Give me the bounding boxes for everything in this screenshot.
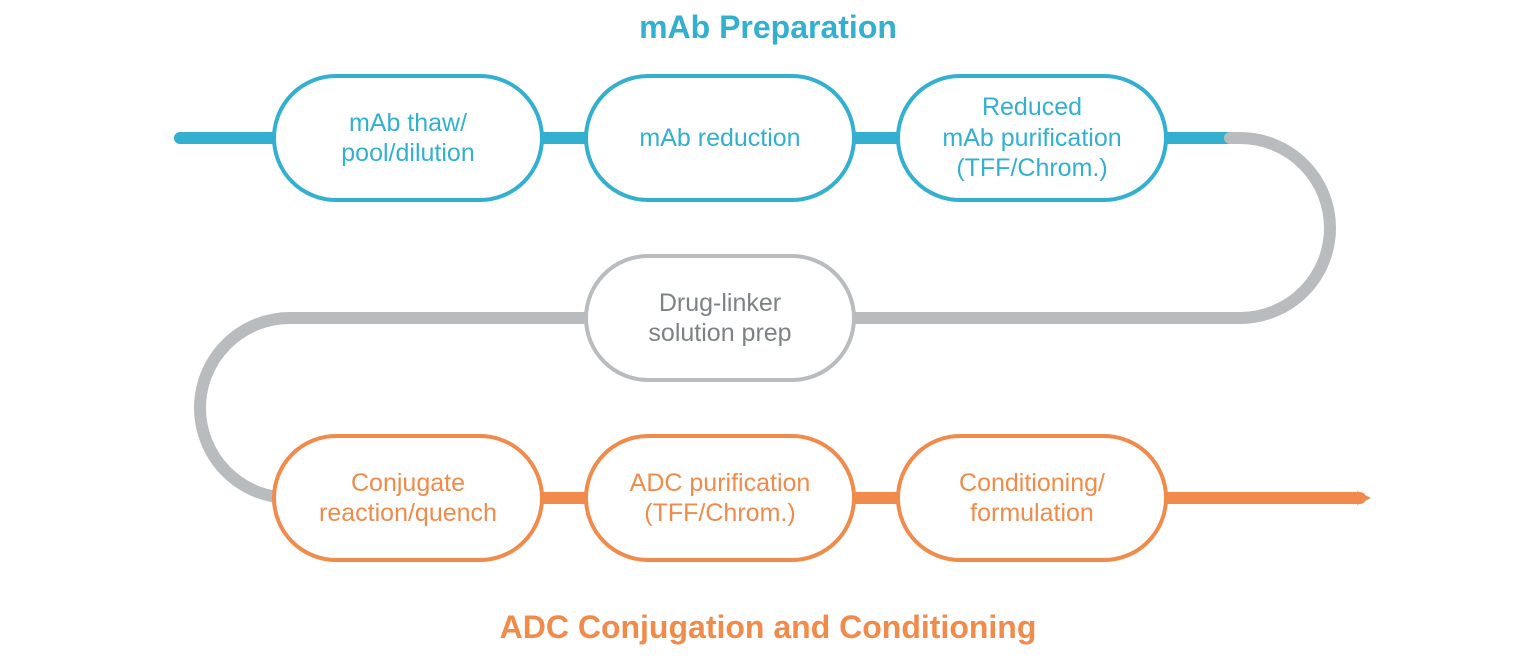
title-adc-conjugation: ADC Conjugation and Conditioning (0, 609, 1536, 646)
node-label-line: Drug-linker (648, 288, 791, 319)
node-label-line: mAb purification (942, 123, 1121, 154)
node-label-line: (TFF/Chrom.) (942, 153, 1121, 184)
node-label-line: formulation (959, 498, 1105, 529)
node-label-line: ADC purification (630, 468, 811, 499)
node-conditioning-formulation: Conditioning/formulation (896, 434, 1168, 562)
node-reduced-mab-purification: ReducedmAb purification(TFF/Chrom.) (896, 74, 1168, 202)
node-label-line: reaction/quench (319, 498, 497, 529)
adc-workflow-diagram: { "diagram": { "type": "flowchart", "can… (0, 0, 1536, 668)
node-drug-linker-solution-prep: Drug-linkersolution prep (584, 254, 856, 382)
node-label-line: Conjugate (319, 468, 497, 499)
node-label-line: mAb thaw/ (341, 108, 474, 139)
node-label-line: Conditioning/ (959, 468, 1105, 499)
title-mab-preparation: mAb Preparation (0, 9, 1536, 46)
node-label-line: mAb reduction (639, 123, 800, 154)
node-mab-thaw-pool-dilution: mAb thaw/pool/dilution (272, 74, 544, 202)
node-label-line: Reduced (942, 92, 1121, 123)
node-mab-reduction: mAb reduction (584, 74, 856, 202)
node-label-line: pool/dilution (341, 138, 474, 169)
node-label-line: solution prep (648, 318, 791, 349)
node-conjugate-reaction-quench: Conjugatereaction/quench (272, 434, 544, 562)
node-label-line: (TFF/Chrom.) (630, 498, 811, 529)
node-adc-purification: ADC purification(TFF/Chrom.) (584, 434, 856, 562)
